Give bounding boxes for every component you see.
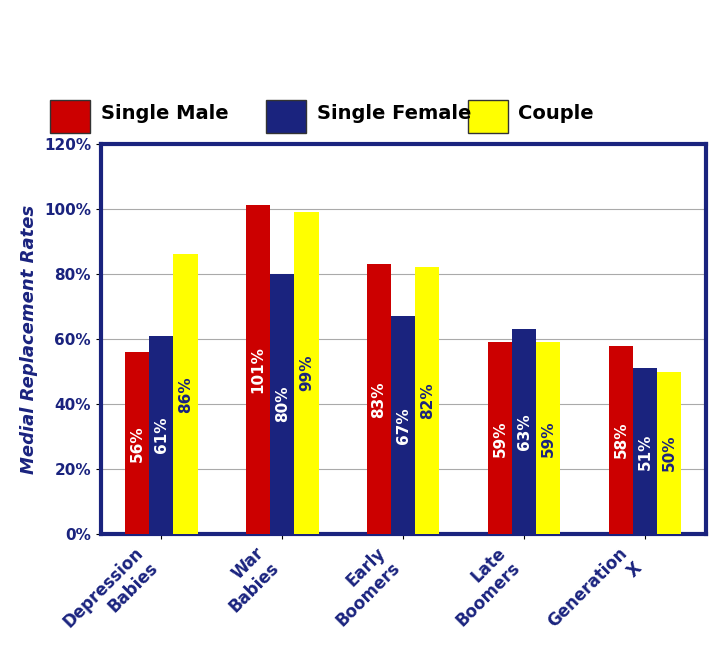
Text: 99%: 99%	[299, 355, 314, 391]
Text: 101%: 101%	[251, 347, 266, 393]
Text: 56%: 56%	[130, 425, 145, 462]
Text: 50%: 50%	[662, 435, 677, 471]
FancyBboxPatch shape	[266, 100, 306, 133]
Bar	[633, 368, 657, 534]
Text: 59%: 59%	[541, 420, 556, 457]
FancyBboxPatch shape	[468, 100, 508, 133]
Bar	[294, 212, 318, 534]
Text: 58%: 58%	[613, 422, 629, 458]
Bar	[657, 371, 681, 534]
Bar	[536, 342, 560, 534]
Bar	[609, 345, 633, 534]
Text: US Pension Replacement Rates: US Pension Replacement Rates	[0, 21, 720, 63]
Text: Single Male: Single Male	[101, 104, 228, 123]
Text: 67%: 67%	[396, 407, 410, 444]
Bar	[246, 206, 270, 534]
Text: 80%: 80%	[275, 386, 289, 422]
Bar	[512, 329, 536, 534]
Text: 61%: 61%	[154, 417, 168, 454]
Bar	[415, 267, 439, 534]
Bar	[367, 264, 391, 534]
Text: 63%: 63%	[517, 413, 531, 450]
Bar	[125, 352, 149, 534]
Bar	[174, 255, 197, 534]
Text: 83%: 83%	[372, 381, 387, 418]
Bar	[488, 342, 512, 534]
Text: 51%: 51%	[638, 433, 652, 470]
FancyBboxPatch shape	[50, 100, 90, 133]
Text: 86%: 86%	[178, 376, 193, 413]
Text: 59%: 59%	[492, 420, 508, 457]
Bar	[391, 316, 415, 534]
Text: Single Female: Single Female	[317, 104, 471, 123]
Bar	[270, 274, 294, 534]
Bar	[149, 336, 174, 534]
Y-axis label: Medial Replacement Rates: Medial Replacement Rates	[20, 204, 38, 474]
Text: 82%: 82%	[420, 383, 435, 420]
Text: Couple: Couple	[518, 104, 594, 123]
